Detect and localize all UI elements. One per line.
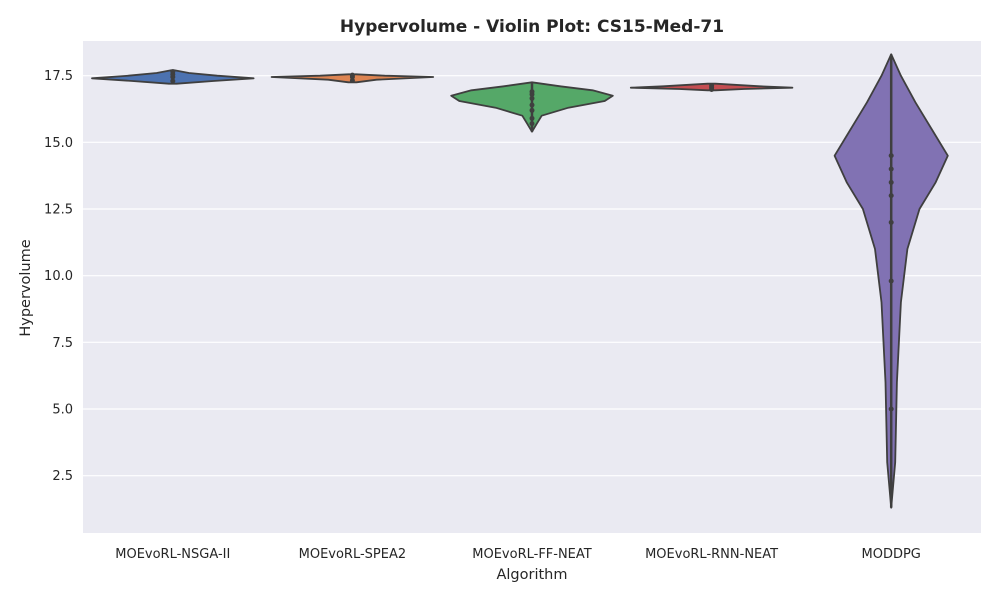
- grid-lines: [83, 75, 981, 477]
- violin-point: [888, 406, 894, 412]
- x-tick-label: MOEvoRL-FF-NEAT: [472, 547, 592, 562]
- chart-title: Hypervolume - Violin Plot: CS15-Med-71: [340, 17, 724, 37]
- violin-point: [349, 77, 355, 83]
- violin-point: [888, 166, 894, 172]
- x-tick-label: MOEvoRL-NSGA-II: [115, 547, 230, 562]
- x-tick-label: MODDPG: [862, 547, 921, 562]
- violin-point: [888, 278, 894, 284]
- violin-point: [170, 69, 176, 75]
- violin-point: [529, 115, 535, 121]
- violin-point: [349, 72, 355, 78]
- violin-point: [709, 83, 715, 89]
- y-tick-label: 12.5: [44, 203, 73, 218]
- x-axis-ticks: MOEvoRL-NSGA-II MOEvoRL-SPEA2 MOEvoRL-FF-N…: [115, 547, 921, 562]
- violin-point: [529, 102, 535, 108]
- x-axis-label: Algorithm: [496, 567, 567, 583]
- y-tick-label: 17.5: [44, 69, 73, 84]
- violins: [91, 53, 949, 509]
- x-tick-label: MOEvoRL-SPEA2: [299, 547, 407, 562]
- violin-point: [529, 107, 535, 113]
- violin-point: [888, 193, 894, 199]
- x-tick-label: MOEvoRL-RNN-NEAT: [645, 547, 778, 562]
- violin-point: [529, 95, 535, 101]
- violin-point: [170, 78, 176, 84]
- y-axis-ticks: 2.5 5.0 7.5 10.0 12.5 15.0 17.5: [44, 69, 73, 484]
- violin-point: [529, 121, 535, 127]
- y-tick-label: 15.0: [44, 136, 73, 151]
- violin-point: [888, 179, 894, 185]
- violin-point: [529, 89, 535, 95]
- violin-point: [888, 219, 894, 225]
- y-tick-label: 2.5: [52, 469, 73, 484]
- y-axis-label: Hypervolume: [18, 239, 34, 336]
- violin-point: [888, 153, 894, 159]
- y-tick-label: 5.0: [52, 403, 73, 418]
- y-tick-label: 10.0: [44, 269, 73, 284]
- y-tick-label: 7.5: [52, 336, 73, 351]
